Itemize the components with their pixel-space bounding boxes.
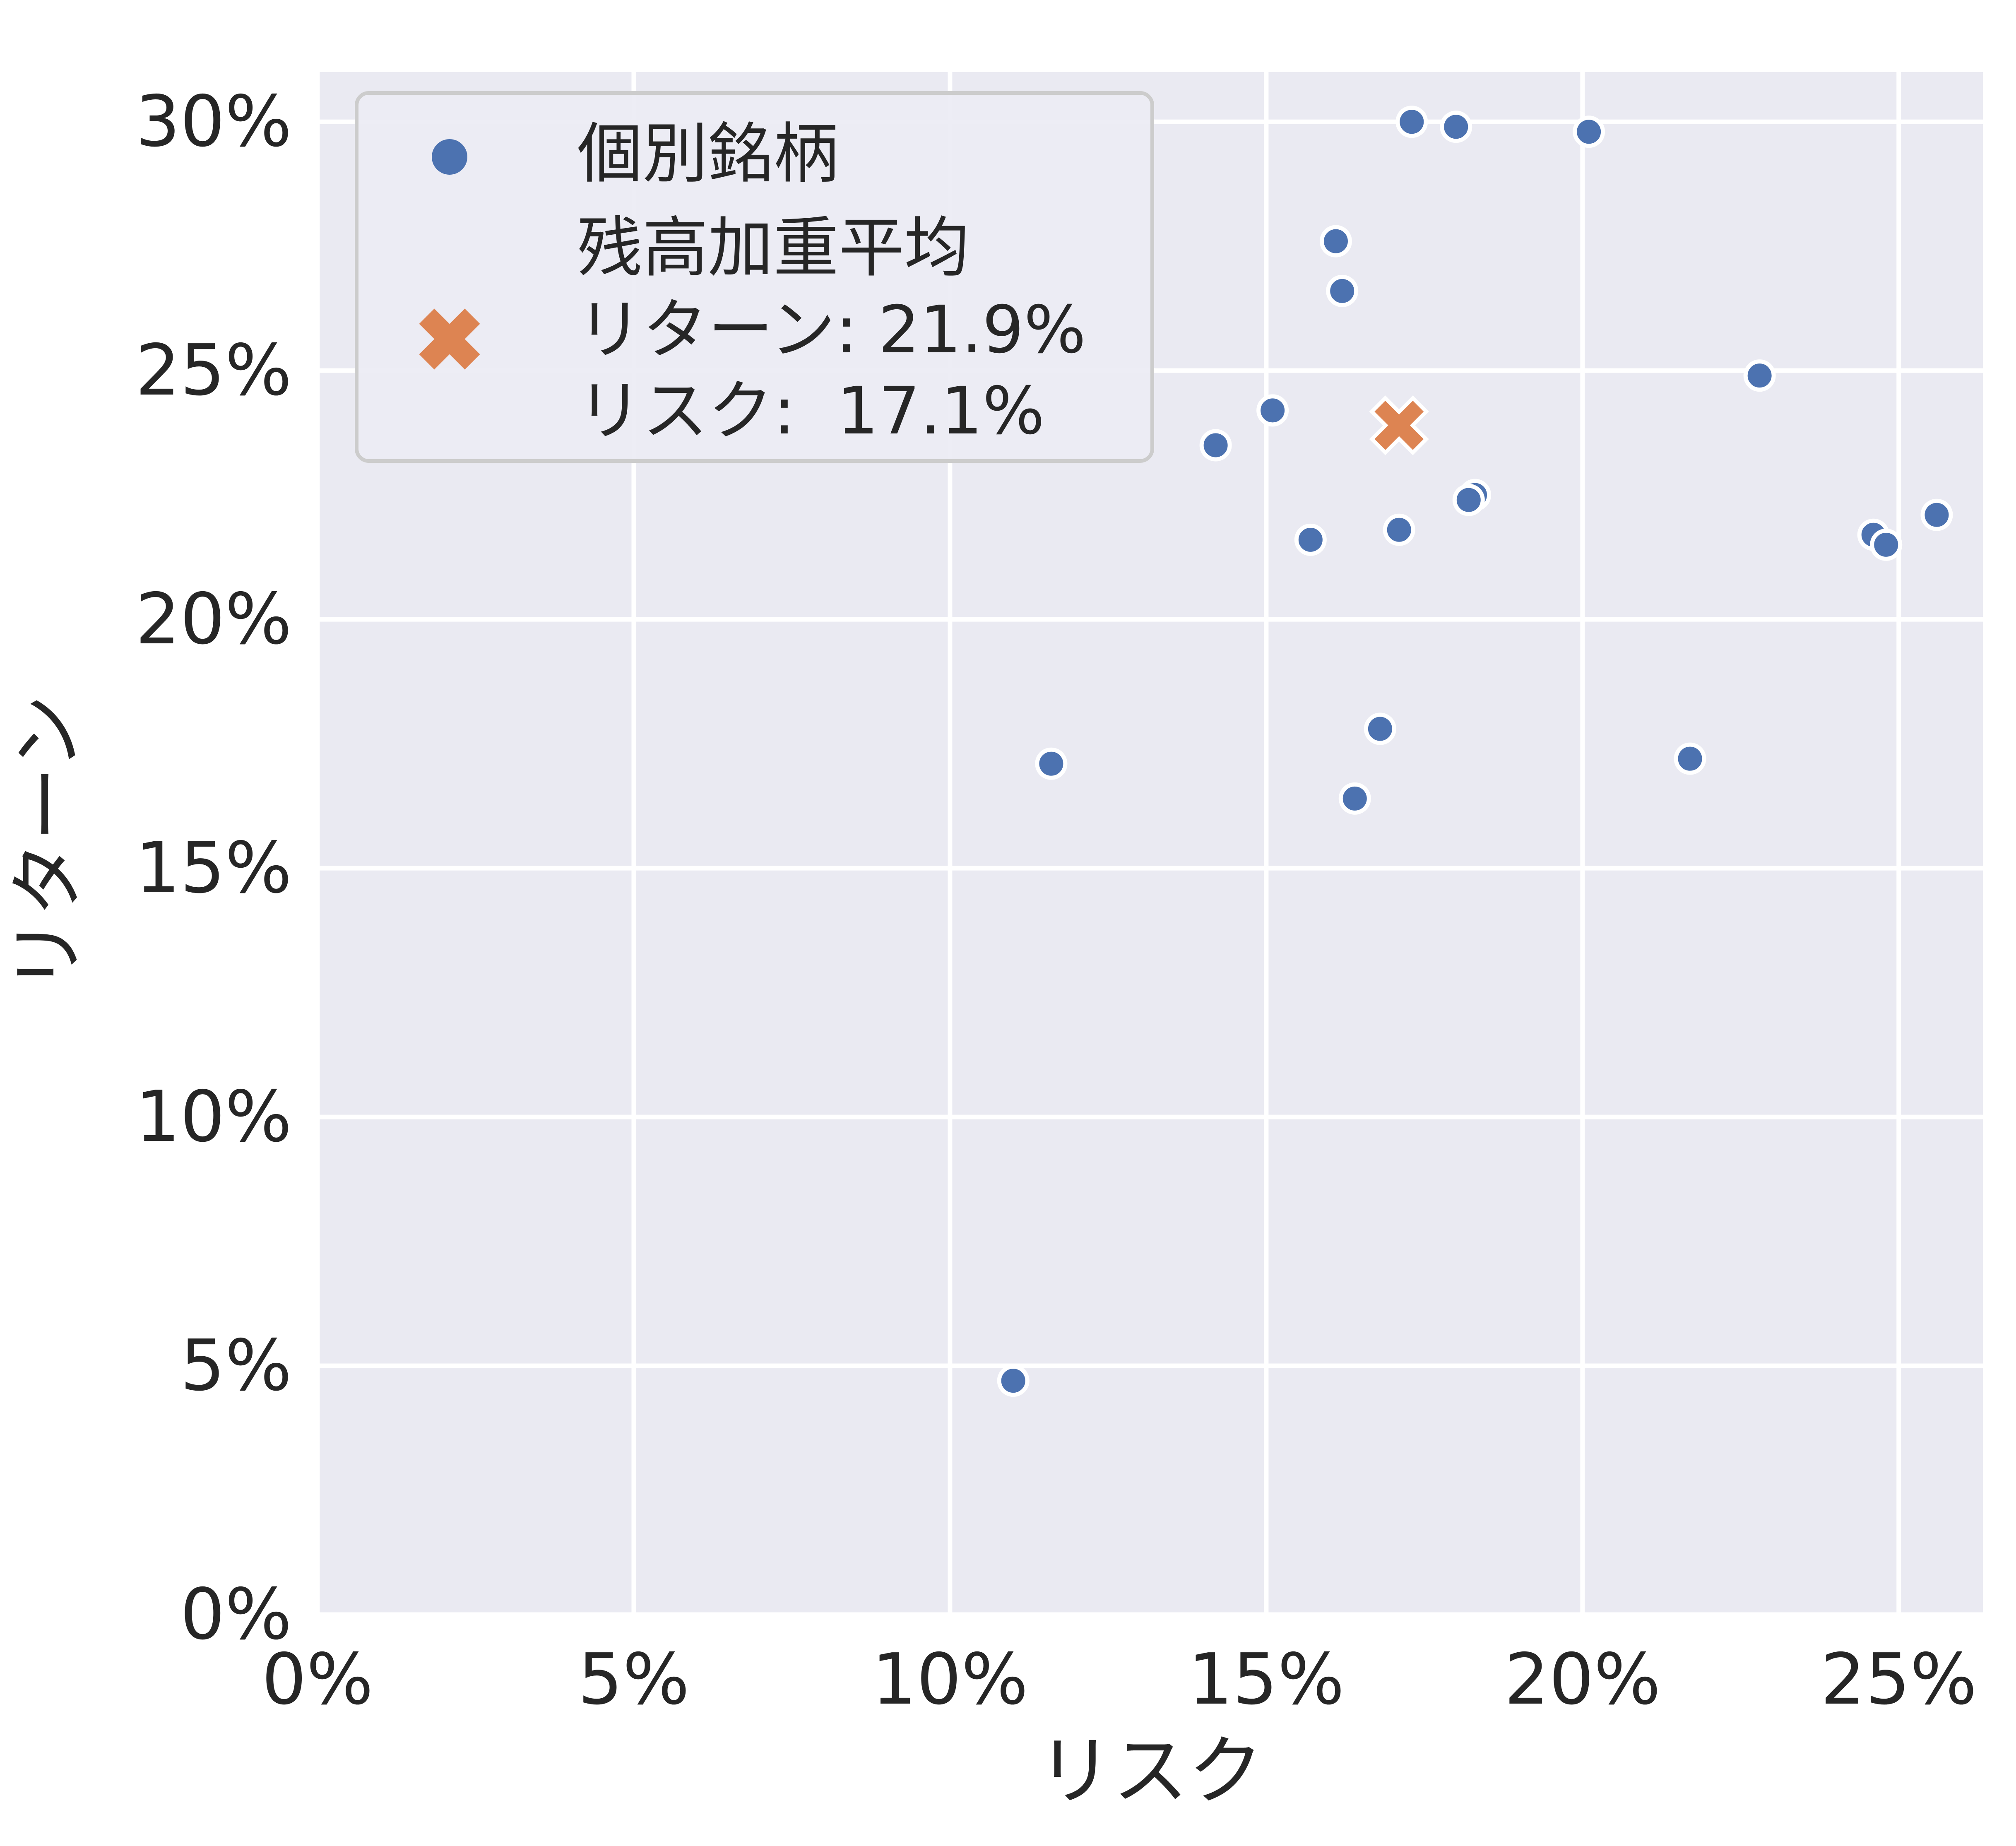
legend-label-return: リターン: 21.9% [577,292,1086,368]
data-point-x-marker [1369,395,1429,455]
data-point-circle [1870,528,1903,561]
y-axis-title: リターン [4,694,91,992]
data-point-circle [1035,747,1068,780]
data-point-circle [1364,712,1396,745]
data-point-circle [1395,106,1428,138]
data-point-circle [1440,111,1472,143]
x-axis-title: リスク [1037,1727,1263,1815]
data-point-circle [1920,498,1953,531]
data-point-circle [1199,429,1232,462]
legend-x-marker [419,308,480,370]
legend: 個別銘柄 残高加重平均 リターン: 21.9% リスク: 17.1% [355,91,1154,463]
legend-label-risk: リスク: 17.1% [577,373,1045,449]
data-point-circle [1338,782,1371,815]
data-point-circle [1674,742,1706,775]
data-point-circle [1743,359,1776,392]
data-point-circle [1573,116,1605,148]
data-point-circle [1256,394,1289,427]
legend-label-stocks: 個別銘柄 [577,116,839,192]
data-point-circle [1294,523,1327,556]
data-point-circle [1383,513,1415,546]
legend-label-average: 残高加重平均 [577,210,970,286]
legend-circle-marker [432,139,467,175]
data-point-circle [1452,484,1485,516]
data-point-circle [1319,225,1352,258]
data-point-circle [997,1365,1030,1397]
data-point-circle [1326,274,1359,307]
